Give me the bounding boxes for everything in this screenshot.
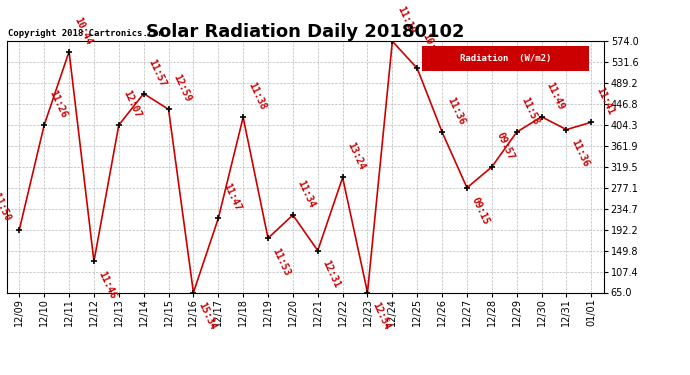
Text: 10:59: 10:59 [420, 32, 442, 63]
Text: 11:49: 11:49 [544, 80, 566, 111]
Text: 11:58: 11:58 [520, 96, 541, 126]
Text: 11:26: 11:26 [47, 88, 68, 120]
Text: 11:57: 11:57 [146, 57, 168, 88]
Text: 11:53: 11:53 [270, 246, 293, 277]
Text: 11:19: 11:19 [395, 5, 417, 36]
Text: 12:59: 12:59 [171, 73, 193, 104]
Text: 11:46: 11:46 [97, 270, 118, 300]
Text: 11:36: 11:36 [445, 96, 466, 126]
Text: 12:31: 12:31 [321, 259, 342, 290]
Text: 12:54: 12:54 [371, 300, 392, 332]
Text: 10:44: 10:44 [72, 15, 93, 46]
Text: Copyright 2018 Cartronics.com: Copyright 2018 Cartronics.com [8, 28, 164, 38]
Text: 12:07: 12:07 [121, 88, 143, 120]
Text: 11:36: 11:36 [569, 138, 591, 168]
Text: 09:57: 09:57 [495, 130, 516, 161]
Text: 11:34: 11:34 [296, 178, 317, 210]
Text: 15:34: 15:34 [196, 300, 217, 332]
Text: 11:38: 11:38 [246, 81, 268, 112]
Text: +11:50: +11:50 [0, 187, 12, 223]
Title: Solar Radiation Daily 20180102: Solar Radiation Daily 20180102 [146, 23, 464, 41]
Text: 09:15: 09:15 [470, 196, 491, 227]
Text: 13:24: 13:24 [346, 141, 367, 172]
Text: 11:41: 11:41 [594, 86, 615, 117]
Text: 11:47: 11:47 [221, 182, 243, 213]
